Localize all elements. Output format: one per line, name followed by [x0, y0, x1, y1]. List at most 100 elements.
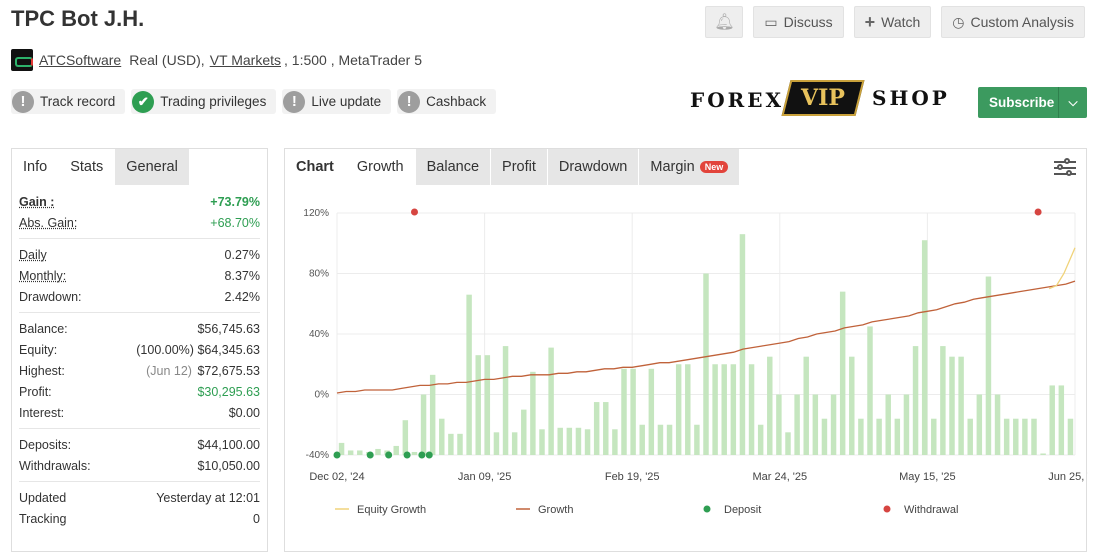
growth-bar	[912, 346, 919, 455]
growth-bar	[794, 394, 800, 455]
subscribe-button[interactable]: Subscribe ⌵	[978, 87, 1087, 118]
growth-bar	[593, 402, 600, 455]
stat-label[interactable]: Daily	[19, 247, 47, 262]
stats-panel: Info Stats General Gain : +73.79% Abs. Ga…	[11, 148, 268, 552]
stat-prefix: (Jun 12)	[146, 363, 192, 378]
owner-link[interactable]: ATCSoftware	[39, 52, 122, 68]
growth-bar	[411, 451, 418, 455]
badge-track-record[interactable]: ! Track record	[11, 89, 126, 114]
page-title: TPC Bot J.H.	[11, 6, 145, 31]
stat-value: $10,050.00	[197, 458, 260, 473]
tab-general[interactable]: General	[115, 149, 190, 185]
growth-bar	[539, 429, 545, 455]
stat-value: $30,295.63	[197, 384, 260, 399]
growth-bar	[931, 418, 937, 455]
discuss-label: Discuss	[783, 14, 833, 30]
growth-bar	[803, 356, 809, 455]
badge-label: Live update	[311, 94, 382, 109]
tab-balance[interactable]: Balance	[415, 149, 492, 185]
stat-value: 8.37%	[224, 268, 260, 283]
legend-dot-swatch	[883, 505, 891, 513]
badge-live-update[interactable]: ! Live update	[282, 89, 392, 114]
owner-avatar-icon	[11, 49, 33, 71]
growth-bar	[712, 364, 718, 455]
x-tick-label: Jun 25, '25	[1048, 471, 1088, 483]
logo-text-right: SHOP	[872, 86, 950, 110]
growth-bar	[502, 346, 509, 455]
logo-text-middle: VIP	[801, 85, 845, 111]
growth-bar	[439, 418, 445, 455]
chart-tabs: Chart Growth Balance Profit Drawdown Mar…	[285, 149, 1086, 185]
header-actions: 🔔︎ ▭ Discuss + Watch ◷ Custom Analysis	[705, 6, 1085, 38]
exclamation-icon: !	[283, 90, 306, 113]
discuss-button[interactable]: ▭ Discuss	[753, 6, 844, 38]
withdrawal-marker	[1034, 208, 1042, 216]
growth-bar	[648, 368, 655, 455]
custom-analysis-button[interactable]: ◷ Custom Analysis	[941, 6, 1085, 38]
chart-settings-icon[interactable]	[1054, 158, 1076, 177]
growth-bar	[940, 346, 946, 455]
watch-button[interactable]: + Watch	[853, 6, 932, 38]
growth-bar	[958, 356, 964, 455]
tab-info[interactable]: Info	[12, 149, 60, 185]
stat-value: $0.00	[228, 405, 260, 420]
check-icon: ✔	[132, 90, 155, 113]
stat-label[interactable]: Gain :	[19, 194, 55, 209]
growth-bar	[612, 429, 618, 455]
equity-growth-line	[1048, 247, 1076, 290]
stat-prefix: (100.00%)	[136, 342, 194, 357]
growth-bar	[739, 234, 746, 455]
badge-label: Cashback	[426, 94, 487, 109]
growth-bar	[921, 240, 928, 455]
growth-bar	[1067, 418, 1074, 455]
tab-growth[interactable]: Growth	[345, 149, 416, 185]
stat-label[interactable]: Abs. Gain:	[19, 215, 78, 230]
notify-button[interactable]: 🔔︎	[705, 6, 744, 38]
exclamation-icon: !	[12, 90, 34, 113]
growth-bar	[639, 424, 645, 455]
growth-bar	[839, 291, 846, 455]
stat-value: $56,745.63	[197, 321, 260, 336]
growth-bar	[1013, 418, 1019, 455]
growth-bar	[994, 394, 1001, 455]
growth-bar	[685, 364, 691, 455]
chevron-down-icon[interactable]: ⌵	[1058, 87, 1087, 118]
growth-bar	[830, 394, 837, 455]
growth-bar	[885, 394, 891, 455]
tab-stats[interactable]: Stats	[59, 149, 116, 185]
broker-link[interactable]: VT Markets	[209, 52, 281, 68]
y-tick-label: -40%	[306, 450, 329, 461]
growth-bar	[1058, 385, 1065, 455]
growth-bar	[575, 427, 582, 455]
growth-chart: 120% 80% 40% 0% -40% Dec 02, '24 Jan 09, '25 Fe…	[303, 208, 1088, 516]
x-tick-label: Feb 19, '25	[605, 471, 660, 483]
clock-icon: ◷	[952, 13, 965, 30]
stat-label: Updated	[19, 490, 67, 505]
deposit-marker	[418, 451, 426, 459]
growth-bar	[748, 364, 755, 455]
tab-margin[interactable]: Margin New	[639, 149, 741, 185]
deposit-marker	[366, 451, 374, 459]
stat-label: Profit:	[19, 384, 52, 399]
growth-bar	[457, 433, 463, 455]
tab-drawdown[interactable]: Drawdown	[547, 149, 640, 185]
badge-trading-privileges[interactable]: ✔ Trading privileges	[131, 89, 277, 114]
growth-bar	[1040, 453, 1046, 455]
growth-bar	[985, 276, 992, 455]
stat-label[interactable]: Monthly:	[19, 268, 67, 283]
growth-bar	[475, 355, 481, 455]
growth-bar	[630, 368, 636, 455]
exclamation-icon: !	[398, 90, 421, 113]
badge-label: Track record	[40, 94, 116, 109]
stat-label: Balance:	[19, 321, 68, 336]
badge-label: Trading privileges	[160, 94, 267, 109]
badge-cashback[interactable]: ! Cashback	[397, 89, 497, 114]
growth-bar	[785, 432, 791, 455]
growth-bar	[812, 394, 819, 455]
tab-chart[interactable]: Chart	[285, 149, 346, 185]
growth-bar	[429, 374, 436, 455]
stats-tabs: Info Stats General	[12, 149, 267, 185]
stat-balance: Balance: $56,745.63	[19, 318, 260, 339]
tab-profit[interactable]: Profit	[491, 149, 548, 185]
growth-bar	[1049, 385, 1055, 455]
